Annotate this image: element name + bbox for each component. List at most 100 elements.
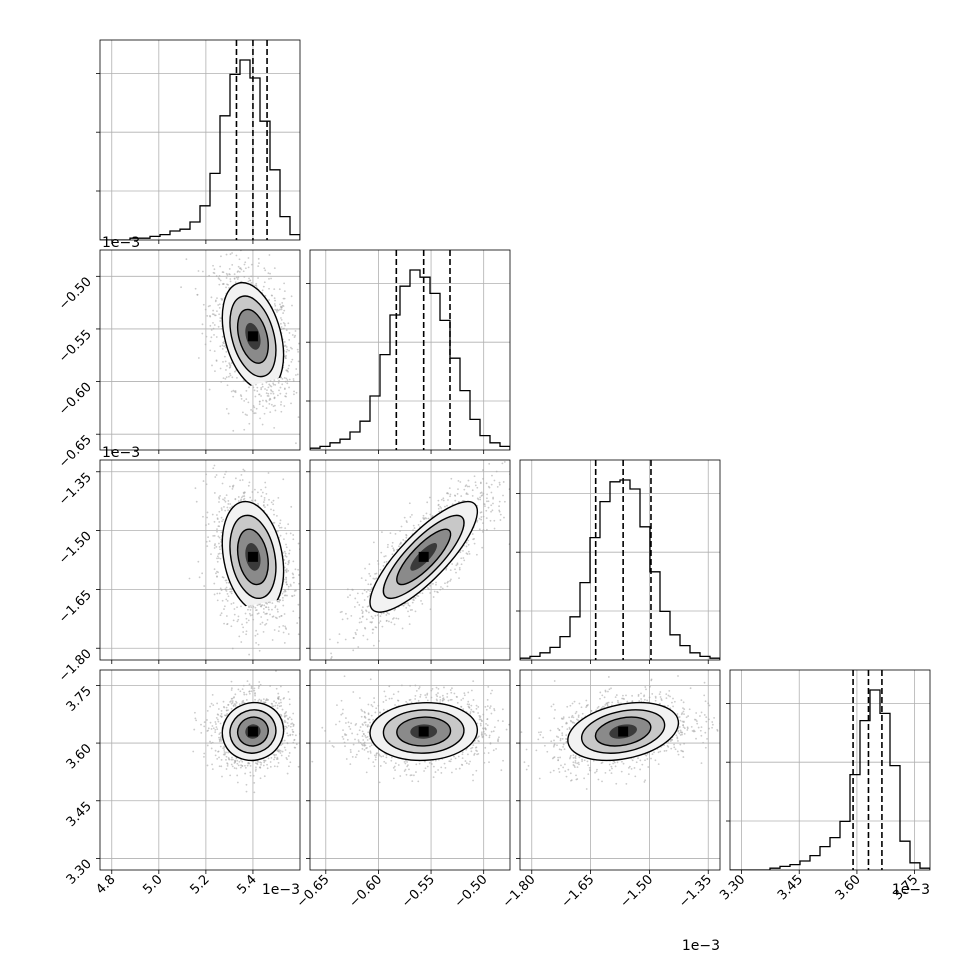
scatter-point bbox=[234, 477, 237, 480]
scatter-point bbox=[280, 704, 283, 707]
scatter-point bbox=[271, 639, 274, 641]
scatter-point bbox=[486, 493, 488, 496]
scatter-point bbox=[285, 357, 287, 360]
panel-frame bbox=[309, 459, 511, 661]
scatter-point bbox=[261, 423, 264, 426]
scatter-point bbox=[290, 505, 293, 508]
scatter-point bbox=[252, 618, 255, 621]
histogram-line bbox=[100, 59, 300, 240]
scatter-point bbox=[211, 513, 214, 516]
scatter-point bbox=[403, 516, 406, 519]
scatter-point bbox=[245, 617, 248, 620]
scatter-point bbox=[250, 690, 253, 693]
scatter-point bbox=[283, 746, 286, 749]
scatter-point bbox=[249, 604, 252, 607]
scatter-point bbox=[428, 588, 430, 591]
scatter-point bbox=[408, 623, 411, 626]
scatter-point bbox=[221, 599, 224, 602]
scatter-point bbox=[211, 313, 214, 316]
scatter-point bbox=[406, 521, 408, 524]
scatter-point bbox=[349, 594, 351, 597]
scatter-point bbox=[229, 374, 232, 377]
scatter-point bbox=[216, 575, 218, 578]
scatter-point bbox=[248, 683, 251, 686]
scatter-point bbox=[258, 649, 261, 652]
scatter-point bbox=[207, 536, 209, 539]
scatter-point bbox=[257, 277, 259, 279]
scatter-point bbox=[232, 619, 235, 622]
scatter-point bbox=[356, 601, 359, 604]
scatter-point bbox=[223, 345, 226, 348]
scatter-point bbox=[233, 608, 236, 610]
scatter-point bbox=[210, 734, 213, 737]
scatter-point bbox=[280, 403, 282, 406]
scatter-point bbox=[242, 468, 245, 471]
scatter-point bbox=[212, 264, 214, 267]
scatter-point bbox=[215, 716, 218, 719]
scatter-point bbox=[272, 392, 275, 395]
scatter-point bbox=[218, 275, 221, 277]
scatter-point bbox=[247, 266, 250, 269]
scatter-point bbox=[399, 530, 401, 532]
scatter-point bbox=[210, 742, 213, 745]
scatter-point bbox=[351, 588, 354, 591]
scatter-point bbox=[495, 470, 498, 473]
scatter-point bbox=[223, 499, 226, 502]
scatter-point bbox=[397, 617, 400, 620]
scatter-point bbox=[446, 504, 448, 507]
scatter-point bbox=[219, 265, 222, 268]
scatter-point bbox=[231, 487, 234, 490]
scatter-point bbox=[273, 629, 276, 631]
scatter-point bbox=[268, 287, 270, 290]
scatter-point bbox=[372, 644, 375, 647]
scatter-point bbox=[301, 587, 303, 589]
scatter-point bbox=[293, 336, 296, 339]
scatter-point bbox=[211, 364, 213, 367]
scatter-point bbox=[237, 496, 240, 498]
scatter-point bbox=[230, 246, 232, 248]
scatter-point bbox=[485, 509, 488, 512]
scatter-point bbox=[269, 765, 272, 768]
scatter-point bbox=[224, 473, 226, 476]
scatter-point bbox=[274, 409, 277, 412]
scatter-point bbox=[248, 692, 251, 695]
scatter-point bbox=[407, 604, 410, 606]
scatter-point bbox=[490, 491, 493, 494]
scatter-point bbox=[297, 574, 300, 576]
scatter-point bbox=[254, 488, 256, 491]
scatter-point bbox=[360, 577, 363, 579]
scatter-point bbox=[276, 608, 279, 611]
scatter-point bbox=[260, 495, 263, 498]
scatter-point bbox=[288, 378, 291, 381]
scatter-point bbox=[221, 775, 223, 778]
scatter-point bbox=[276, 707, 279, 710]
scatter-point bbox=[457, 488, 459, 491]
scatter-point bbox=[386, 546, 389, 549]
scatter-point bbox=[262, 399, 264, 402]
scatter-point bbox=[218, 303, 221, 306]
scatter-point bbox=[281, 377, 284, 380]
scatter-point bbox=[294, 568, 297, 571]
scatter-point bbox=[479, 481, 482, 484]
scatter-point bbox=[282, 631, 285, 634]
scatter-point bbox=[213, 333, 215, 336]
scatter-point bbox=[212, 467, 215, 470]
scatter-point bbox=[460, 563, 463, 566]
scatter-point bbox=[209, 340, 212, 343]
scatter-point bbox=[449, 495, 451, 498]
scatter-point bbox=[280, 410, 283, 413]
scatter-point bbox=[428, 496, 431, 499]
scatter-point bbox=[209, 740, 211, 743]
scatter-point bbox=[202, 303, 205, 306]
scatter-point bbox=[201, 572, 204, 575]
scatter-point bbox=[243, 428, 246, 431]
scatter-point bbox=[250, 263, 253, 266]
scatter-point bbox=[213, 547, 216, 549]
scatter-point bbox=[287, 367, 290, 370]
scatter-point bbox=[380, 551, 383, 554]
scatter-point bbox=[213, 272, 216, 275]
scatter-point bbox=[195, 500, 198, 503]
scatter-point bbox=[216, 514, 218, 516]
scatter-point bbox=[232, 395, 235, 398]
scatter-point bbox=[449, 580, 451, 582]
